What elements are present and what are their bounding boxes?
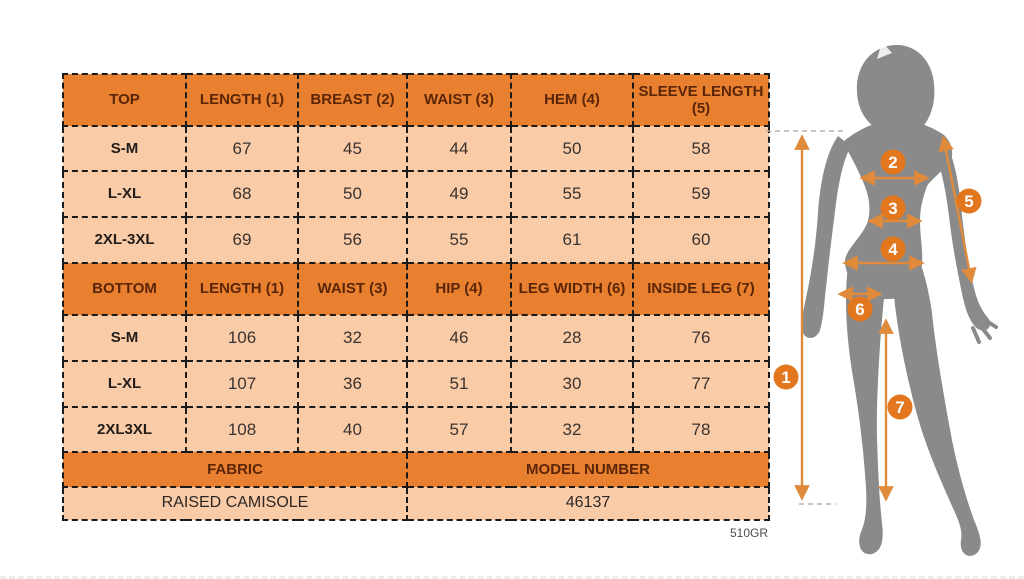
table-row: S-M 106 32 46 28 76: [62, 314, 770, 362]
measurement-cell: 59: [632, 170, 770, 218]
measurement-cell: 28: [510, 314, 634, 362]
bottom-header-cell: WAIST (3): [297, 262, 408, 316]
measurement-cell: 60: [632, 216, 770, 264]
size-label: 2XL-3XL: [62, 216, 187, 264]
marker-6-number: 6: [855, 300, 864, 319]
marker-4-number: 4: [888, 240, 898, 259]
table-row: L-XL 68 50 49 55 59: [62, 170, 770, 218]
marker-2-number: 2: [888, 153, 897, 172]
marker-3-number: 3: [888, 199, 897, 218]
marker-5-circle: [956, 188, 982, 214]
bottom-header-row: BOTTOM LENGTH (1) WAIST (3) HIP (4) LEG …: [62, 262, 770, 316]
bottom-header-cell: INSIDE LEG (7): [632, 262, 770, 316]
marker-7-circle: [887, 394, 913, 420]
table-row: L-XL 107 36 51 30 77: [62, 360, 770, 408]
marker-1-number: 1: [781, 368, 790, 387]
measurement-cell: 58: [632, 125, 770, 172]
table-row: 2XL3XL 108 40 57 32 78: [62, 406, 770, 453]
size-chart-table: TOP LENGTH (1) BREAST (2) WAIST (3) HEM …: [62, 73, 770, 521]
bottom-header-cell: HIP (4): [406, 262, 512, 316]
marker-3-circle: [880, 195, 906, 221]
measurement-cell: 32: [297, 314, 408, 362]
fabric-value-cell: RAISED CAMISOLE: [62, 486, 408, 521]
marker-4-circle: [880, 236, 906, 262]
marker-2-circle: [880, 149, 906, 175]
top-header-cell: HEM (4): [510, 73, 634, 127]
model-number-header-cell: MODEL NUMBER: [406, 451, 770, 488]
measurement-cell: 30: [510, 360, 634, 408]
fabric-header-cell: FABRIC: [62, 451, 408, 488]
info-header-row: FABRIC MODEL NUMBER: [62, 451, 770, 488]
measurement-figure: 1 2 3 4 5 6 7: [766, 8, 1024, 574]
size-label: L-XL: [62, 170, 187, 218]
measurement-cell: 108: [185, 406, 299, 453]
measurement-cell: 78: [632, 406, 770, 453]
measurement-cell: 68: [185, 170, 299, 218]
measurement-cell: 40: [297, 406, 408, 453]
bottom-header-cell: LEG WIDTH (6): [510, 262, 634, 316]
table-row: 2XL-3XL 69 56 55 61 60: [62, 216, 770, 264]
top-header-cell: TOP: [62, 73, 187, 127]
measurement-cell: 57: [406, 406, 512, 453]
measurement-cell: 55: [510, 170, 634, 218]
measurement-cell: 32: [510, 406, 634, 453]
bottom-header-cell: LENGTH (1): [185, 262, 299, 316]
measurement-cell: 107: [185, 360, 299, 408]
measurement-cell: 36: [297, 360, 408, 408]
cropped-next-table-edge: [0, 576, 1024, 579]
female-silhouette-diagram: 1 2 3 4 5 6 7: [766, 42, 998, 556]
measurement-arrows: [794, 134, 977, 502]
marker-1-circle: [773, 364, 799, 390]
sleeve-length-arrow: [938, 135, 977, 284]
marker-7-number: 7: [895, 398, 904, 417]
info-value-row: RAISED CAMISOLE 46137: [62, 486, 770, 521]
top-header-cell: SLEEVE LENGTH (5): [632, 73, 770, 127]
size-label: L-XL: [62, 360, 187, 408]
top-header-cell: BREAST (2): [297, 73, 408, 127]
marker-5-number: 5: [964, 192, 973, 211]
woman-silhouette: [801, 42, 998, 556]
bottom-header-cell: BOTTOM: [62, 262, 187, 316]
size-label: S-M: [62, 314, 187, 362]
top-header-cell: WAIST (3): [406, 73, 512, 127]
measurement-cell: 51: [406, 360, 512, 408]
measurement-cell: 46: [406, 314, 512, 362]
measurement-cell: 61: [510, 216, 634, 264]
model-number-value-cell: 46137: [406, 486, 770, 521]
measurement-cell: 55: [406, 216, 512, 264]
measurement-cell: 44: [406, 125, 512, 172]
measurement-cell: 69: [185, 216, 299, 264]
measurement-cell: 50: [510, 125, 634, 172]
measurement-cell: 56: [297, 216, 408, 264]
measurement-cell: 67: [185, 125, 299, 172]
size-label: S-M: [62, 125, 187, 172]
top-header-cell: LENGTH (1): [185, 73, 299, 127]
measurement-markers: 1 2 3 4 5 6 7: [773, 149, 982, 420]
measurement-cell: 106: [185, 314, 299, 362]
measurement-cell: 45: [297, 125, 408, 172]
table-row: S-M 67 45 44 50 58: [62, 125, 770, 172]
size-label: 2XL3XL: [62, 406, 187, 453]
measurement-cell: 77: [632, 360, 770, 408]
measurement-cell: 49: [406, 170, 512, 218]
marker-6-circle: [847, 296, 873, 322]
measurement-cell: 50: [297, 170, 408, 218]
top-header-row: TOP LENGTH (1) BREAST (2) WAIST (3) HEM …: [62, 73, 770, 127]
measurement-cell: 76: [632, 314, 770, 362]
guide-dashed-lines: [766, 130, 843, 505]
style-code-text: 510GR: [729, 526, 768, 540]
